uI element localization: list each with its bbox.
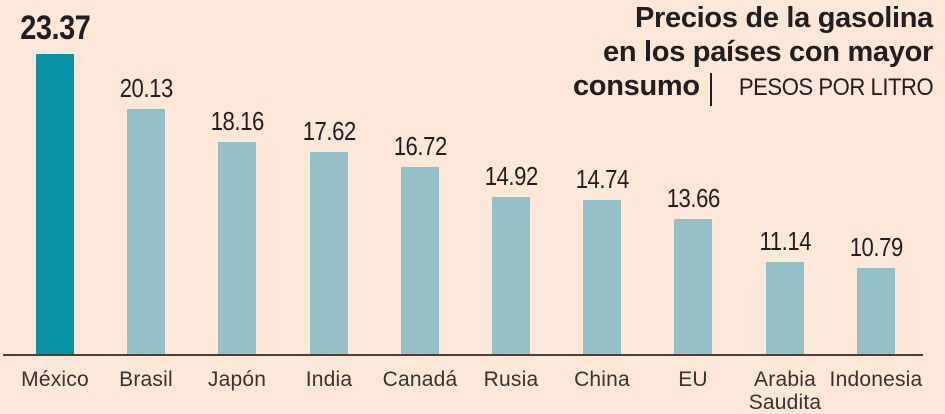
bar-value-label: 23.37 xyxy=(19,9,91,47)
bar-column: 23.37 México xyxy=(5,9,105,391)
category-label: Indonesia xyxy=(829,368,923,391)
category-label: India xyxy=(305,368,353,391)
bar-column: 17.62 India xyxy=(279,116,379,391)
bar-value-label: 18.16 xyxy=(210,106,264,136)
chart-title-line2: en los países con mayor xyxy=(603,36,933,68)
bar-column: 16.72 Canadá xyxy=(370,131,470,391)
bar xyxy=(492,197,530,355)
bar xyxy=(766,262,804,355)
bar xyxy=(857,268,895,355)
chart-title-line1: Precios de la gasolina xyxy=(634,2,933,34)
category-label: Japón xyxy=(207,368,267,391)
chart-title-line3-bold: consumo xyxy=(572,70,700,102)
category-label: México xyxy=(21,368,89,391)
bar xyxy=(401,167,439,355)
bar xyxy=(310,152,348,355)
category-label: Brasil xyxy=(119,368,173,391)
bar-value-label: 17.62 xyxy=(302,116,356,146)
bar-value-label: 14.92 xyxy=(484,161,538,191)
category-label: EU xyxy=(678,368,708,391)
chart-title-line3: consumo PESOS POR LITRO xyxy=(572,69,934,106)
bar-column: 14.74 China xyxy=(552,164,652,391)
x-axis-line xyxy=(3,354,923,356)
category-label: Rusia xyxy=(483,368,539,391)
bar-column: 10.79 Indonesia xyxy=(826,232,926,391)
bar-column: 13.66 EU xyxy=(643,183,743,391)
bar-column: 18.16 Japón xyxy=(187,106,287,391)
category-label: Canadá xyxy=(382,368,458,391)
unit-label: PESOS POR LITRO xyxy=(738,74,934,101)
category-label: Arabia Saudita xyxy=(748,368,822,414)
bar-column: 14.92 Rusia xyxy=(461,161,561,391)
title-divider xyxy=(709,72,712,106)
bar-value-label: 20.13 xyxy=(119,73,173,103)
bar xyxy=(127,109,165,355)
bar xyxy=(36,54,74,355)
bar xyxy=(583,200,621,355)
bar-value-label: 14.74 xyxy=(575,164,629,194)
bar-value-label: 10.79 xyxy=(849,232,903,262)
bar-value-label: 11.14 xyxy=(759,226,811,256)
bar xyxy=(218,142,256,355)
category-label: China xyxy=(574,368,630,391)
bar-value-label: 13.66 xyxy=(666,183,720,213)
bar-column: 20.13 Brasil xyxy=(96,73,196,391)
bar-column: 11.14 Arabia Saudita xyxy=(735,226,835,414)
bar-value-label: 16.72 xyxy=(393,131,447,161)
bar xyxy=(674,219,712,355)
chart-title: Precios de la gasolina en los países con… xyxy=(572,1,934,106)
